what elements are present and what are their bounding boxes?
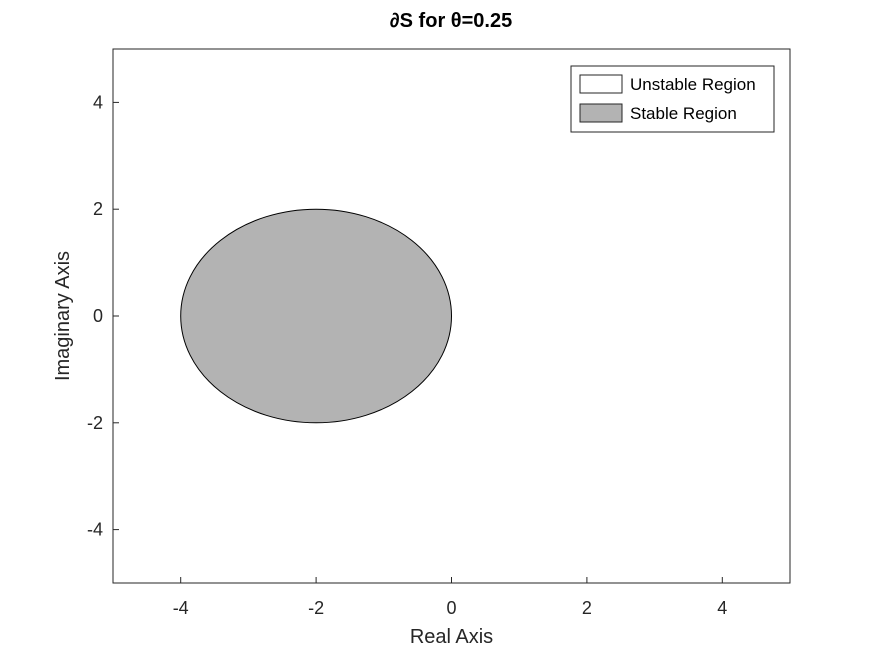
x-axis-label: Real Axis — [410, 626, 493, 648]
y-tick-label: -4 — [87, 520, 103, 540]
y-tick-label: 4 — [93, 92, 103, 112]
x-tick-label: 0 — [446, 598, 456, 618]
stable-region-disk — [180, 208, 452, 424]
chart-title: ∂S for θ=0.25 — [390, 10, 512, 32]
legend-swatch-unstable — [579, 74, 623, 94]
x-axis-ticks: -4 -2 0 2 4 — [173, 577, 727, 618]
legend: Unstable Region Stable Region — [570, 65, 775, 133]
legend-swatch-stable — [579, 103, 623, 123]
x-tick-label: 4 — [717, 598, 727, 618]
regions-layer — [180, 208, 452, 424]
x-tick-label: 2 — [582, 598, 592, 618]
y-tick-label: 0 — [93, 306, 103, 326]
x-tick-label: -2 — [308, 598, 324, 618]
y-tick-label: 2 — [93, 199, 103, 219]
legend-label-unstable: Unstable Region — [630, 75, 756, 94]
legend-label-stable: Stable Region — [630, 104, 737, 123]
x-tick-label: -4 — [173, 598, 189, 618]
y-axis-ticks: 4 2 0 -2 -4 — [87, 92, 119, 540]
y-axis-label: Imaginary Axis — [52, 251, 74, 381]
y-tick-label: -2 — [87, 413, 103, 433]
